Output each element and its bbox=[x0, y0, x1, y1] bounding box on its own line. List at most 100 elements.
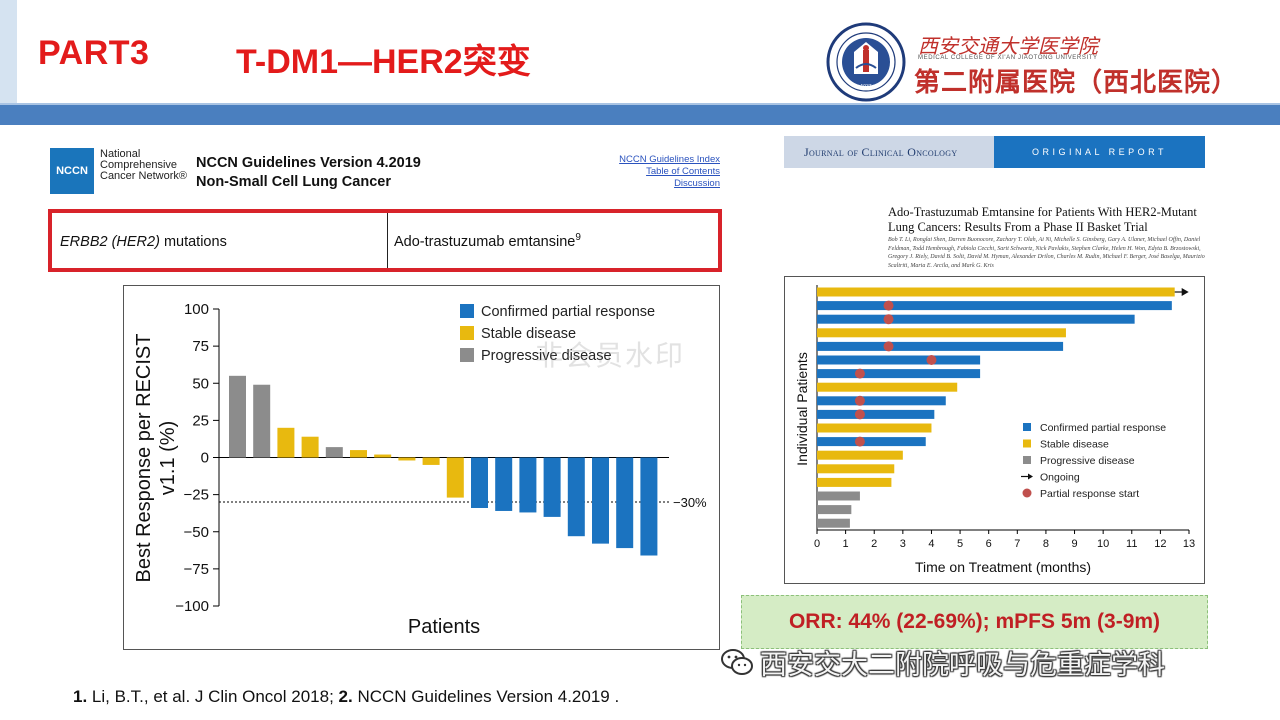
swimmer-bar bbox=[817, 409, 935, 419]
swimmer-bar bbox=[817, 301, 1172, 311]
legend-label: Stable disease bbox=[1040, 439, 1109, 451]
ongoing-arrowhead bbox=[1181, 288, 1189, 296]
x-tick-label: 4 bbox=[928, 538, 934, 550]
nccn-links: NCCN Guidelines Index Table of Contents … bbox=[560, 154, 720, 190]
paper-authors: Bob T. Li, Ronglai Shen, Darren Buonocor… bbox=[888, 237, 1205, 269]
pr-start-marker bbox=[854, 436, 865, 447]
legend-swatch bbox=[460, 326, 474, 340]
y-tick-label: −75 bbox=[184, 561, 209, 578]
pr-start-marker bbox=[854, 368, 865, 379]
waterfall-bar bbox=[350, 450, 367, 458]
swimmer-bar bbox=[817, 369, 981, 379]
legend-marker bbox=[1022, 488, 1032, 498]
nccn-logo: NCCN bbox=[50, 148, 94, 194]
swimmer-bar bbox=[817, 505, 852, 515]
ref2-number: 2. bbox=[338, 687, 353, 706]
swimmer-bar bbox=[817, 464, 895, 474]
therapy-ref: 9 bbox=[575, 232, 581, 243]
legend-arrowhead bbox=[1028, 473, 1033, 480]
x-tick-label: 0 bbox=[814, 538, 820, 550]
nccn-toc-link[interactable]: Table of Contents bbox=[646, 166, 720, 177]
pr-start-marker bbox=[883, 314, 894, 325]
header-band-light bbox=[0, 103, 1280, 106]
legend-label: Stable disease bbox=[481, 326, 576, 342]
logo-line2: 第二附属医院（西北医院） bbox=[914, 68, 1239, 98]
waterfall-bar bbox=[616, 457, 634, 549]
swimmer-bar bbox=[817, 491, 860, 501]
swimmer-bar bbox=[817, 518, 850, 528]
reference-line-label: −30% bbox=[673, 495, 707, 510]
legend-label: Confirmed partial response bbox=[1040, 422, 1166, 434]
waterfall-bar bbox=[277, 427, 295, 458]
hospital-seal-logo: 1937 bbox=[826, 22, 906, 102]
legend-label: Progressive disease bbox=[1040, 455, 1135, 467]
pr-start-marker bbox=[926, 355, 937, 365]
legend-swatch bbox=[460, 304, 474, 318]
ref2-text: NCCN Guidelines Version 4.2019 . bbox=[352, 687, 620, 706]
waterfall-bar bbox=[592, 457, 609, 544]
nccn-disease: Non-Small Cell Lung Cancer bbox=[196, 174, 391, 190]
y-tick-label: 0 bbox=[201, 450, 209, 467]
waterfall-chart-frame: 100 75 50 25 0 −25 −50 −75 −100 −30% Confirmed par… bbox=[123, 285, 720, 650]
legend-swatch bbox=[460, 348, 474, 362]
waterfall-bar bbox=[446, 457, 464, 498]
therapy-cell: Ado-trastuzumab emtansine9 bbox=[394, 232, 581, 250]
wechat-icon bbox=[721, 649, 753, 675]
y-axis-label: v1.1 (%) bbox=[157, 421, 179, 495]
logo-english: MEDICAL COLLEGE OF XI'AN JIAOTONG UNIVER… bbox=[918, 55, 1098, 61]
waterfall-bar bbox=[374, 454, 392, 458]
x-tick-label: 2 bbox=[871, 538, 877, 550]
logo-line1: 西安交通大学医学院 bbox=[918, 34, 1098, 58]
x-axis-label: Patients bbox=[408, 616, 480, 638]
swimmer-bar bbox=[817, 355, 981, 365]
watermark: 非会员水印 bbox=[535, 339, 686, 372]
waterfall-bar bbox=[543, 457, 561, 517]
swimmer-bar bbox=[817, 382, 958, 392]
legend-swatch bbox=[1023, 439, 1031, 448]
swimmer-bar bbox=[817, 450, 903, 460]
report-type: ORIGINAL REPORT bbox=[994, 136, 1205, 168]
therapy-name: Ado-trastuzumab emtansine bbox=[394, 233, 576, 250]
swimmer-chart-frame: 0 1 2 3 4 5 6 7 8 9 10 11 12 13 Confirmed partial resp… bbox=[784, 276, 1205, 584]
x-tick-label: 9 bbox=[1071, 538, 1077, 550]
x-tick-label: 1 bbox=[843, 538, 849, 550]
pr-start-marker bbox=[854, 409, 865, 420]
x-tick-label: 12 bbox=[1154, 538, 1166, 550]
y-axis-label: Best Response per RECIST bbox=[133, 334, 155, 583]
y-tick-label: 50 bbox=[192, 375, 209, 392]
x-tick-label: 13 bbox=[1183, 538, 1195, 550]
swimmer-bar bbox=[817, 314, 1135, 324]
waterfall-bar bbox=[495, 457, 513, 511]
y-tick-label: −50 bbox=[184, 524, 209, 541]
paper-title: Ado-Trastuzumab Emtansine for Patients W… bbox=[888, 205, 1197, 234]
nccn-discussion-link[interactable]: Discussion bbox=[674, 178, 720, 189]
swimmer-bar bbox=[817, 341, 1064, 351]
y-tick-label: 25 bbox=[192, 412, 209, 429]
y-tick-label: 75 bbox=[192, 338, 209, 355]
y-tick-label: −25 bbox=[184, 487, 209, 504]
waterfall-bar bbox=[567, 457, 585, 537]
nccn-index-link[interactable]: NCCN Guidelines Index bbox=[619, 154, 720, 165]
legend-label: Confirmed partial response bbox=[481, 304, 655, 320]
waterfall-bar bbox=[422, 457, 440, 465]
journal-name: Journal of Clinical Oncology bbox=[784, 136, 994, 168]
header-left-accent bbox=[0, 0, 17, 105]
y-axis-label: Individual Patients bbox=[794, 352, 810, 466]
slide-title: T-DM1—HER2突变 bbox=[236, 43, 531, 81]
waterfall-bar bbox=[229, 375, 246, 458]
swimmer-bar bbox=[817, 287, 1175, 297]
waterfall-bar bbox=[253, 384, 271, 458]
legend-label: Ongoing bbox=[1040, 472, 1080, 484]
waterfall-chart: 100 75 50 25 0 −25 −50 −75 −100 −30% Confirmed par… bbox=[133, 301, 707, 638]
wechat-account-name: 西安交大二附院呼吸与危重症学科 bbox=[760, 649, 1165, 681]
mutation-word: mutations bbox=[159, 234, 227, 250]
pr-start-marker bbox=[883, 341, 894, 352]
waterfall-bar bbox=[471, 457, 488, 508]
x-tick-label: 10 bbox=[1097, 538, 1109, 550]
header-band bbox=[0, 105, 1280, 125]
part-label: PART3 bbox=[38, 34, 150, 72]
jco-banner: Journal of Clinical Oncology ORIGINAL RE… bbox=[784, 136, 1205, 168]
x-tick-label: 7 bbox=[1014, 538, 1020, 550]
legend-label: Partial response start bbox=[1040, 488, 1139, 500]
